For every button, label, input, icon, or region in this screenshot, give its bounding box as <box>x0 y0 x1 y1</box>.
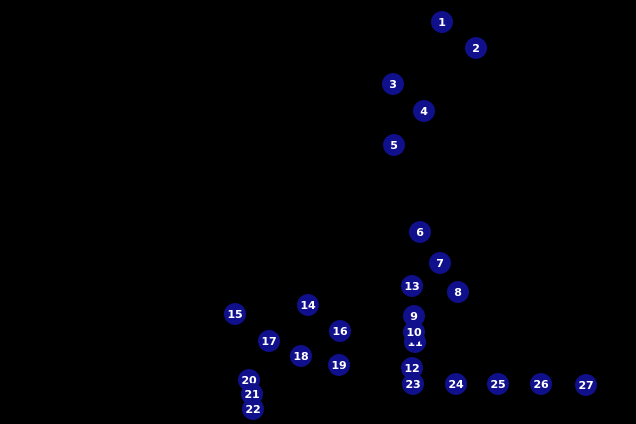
graph-node-label: 18 <box>293 349 309 363</box>
graph-node-label: 19 <box>331 358 347 372</box>
graph-node-14[interactable]: 14 <box>297 294 319 316</box>
graph-node-label: 4 <box>420 104 428 118</box>
graph-node-4[interactable]: 4 <box>413 100 435 122</box>
graph-node-18[interactable]: 18 <box>290 345 312 367</box>
graph-node-label: 26 <box>533 377 549 391</box>
graph-node-25[interactable]: 25 <box>487 373 509 395</box>
graph-node-6[interactable]: 6 <box>409 221 431 243</box>
graph-node-23[interactable]: 23 <box>402 373 424 395</box>
graph-node-8[interactable]: 8 <box>447 281 469 303</box>
graph-node-label: 15 <box>227 307 243 321</box>
graph-node-24[interactable]: 24 <box>445 373 467 395</box>
graph-node-27[interactable]: 27 <box>575 374 597 396</box>
graph-node-label: 16 <box>332 324 348 338</box>
graph-node-label: 3 <box>389 77 397 91</box>
graph-node-label: 22 <box>245 402 261 416</box>
graph-node-16[interactable]: 16 <box>329 320 351 342</box>
graph-node-label: 14 <box>300 298 316 312</box>
graph-node-1[interactable]: 1 <box>431 11 453 33</box>
graph-node-15[interactable]: 15 <box>224 303 246 325</box>
graph-node-19[interactable]: 19 <box>328 354 350 376</box>
graph-node-26[interactable]: 26 <box>530 373 552 395</box>
graph-node-label: 27 <box>578 378 594 392</box>
graph-node-13[interactable]: 13 <box>401 275 423 297</box>
graph-node-label: 10 <box>406 325 422 339</box>
graph-node-label: 9 <box>410 309 418 323</box>
graph-node-label: 12 <box>404 361 420 375</box>
graph-node-2[interactable]: 2 <box>465 37 487 59</box>
graph-node-label: 2 <box>472 41 480 55</box>
graph-node-label: 17 <box>261 334 277 348</box>
graph-node-label: 1 <box>438 15 446 29</box>
graph-node-7[interactable]: 7 <box>429 252 451 274</box>
graph-node-label: 24 <box>448 377 464 391</box>
graph-node-10[interactable]: 10 <box>403 321 425 343</box>
graph-node-label: 7 <box>436 256 444 270</box>
graph-node-22[interactable]: 22 <box>242 398 264 420</box>
graph-node-label: 6 <box>416 225 424 239</box>
graph-node-17[interactable]: 17 <box>258 330 280 352</box>
graph-node-label: 23 <box>405 377 421 391</box>
graph-node-label: 25 <box>490 377 506 391</box>
graph-node-label: 5 <box>390 138 398 152</box>
graph-node-label: 13 <box>404 279 420 293</box>
graph-node-5[interactable]: 5 <box>383 134 405 156</box>
graph-node-label: 8 <box>454 285 462 299</box>
graph-node-3[interactable]: 3 <box>382 73 404 95</box>
